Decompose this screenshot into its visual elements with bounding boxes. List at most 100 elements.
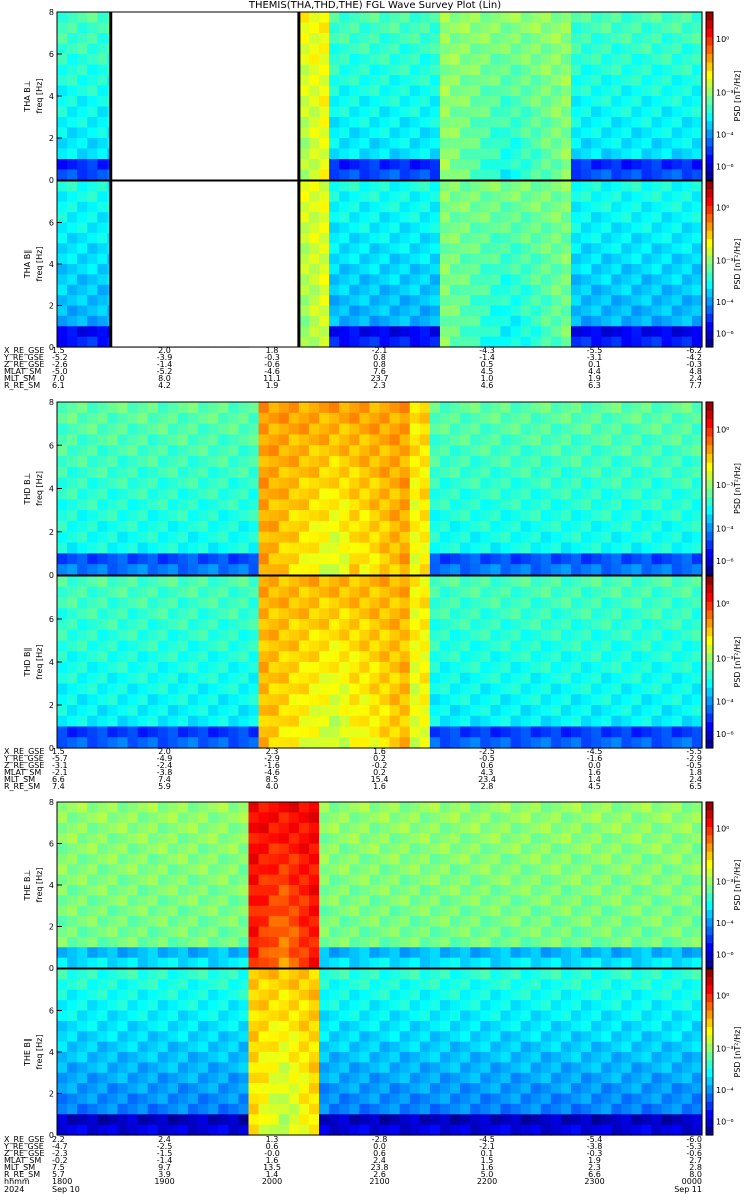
spectrogram-cell bbox=[278, 608, 290, 620]
spectrogram-cell bbox=[570, 54, 582, 66]
spectrogram-cell bbox=[691, 336, 703, 348]
spectrogram-cell bbox=[268, 895, 280, 907]
spectrogram-cell bbox=[641, 477, 653, 490]
spectrogram-cell bbox=[419, 905, 431, 917]
colorbar-segment bbox=[706, 419, 713, 429]
spectrogram-cell bbox=[691, 284, 703, 296]
spectrogram-cell bbox=[339, 715, 350, 728]
spectrogram-cell bbox=[107, 434, 119, 446]
spectrogram-cell bbox=[570, 43, 582, 55]
spectrogram-cell bbox=[228, 947, 240, 959]
spectrogram-cell bbox=[218, 694, 229, 706]
spectrogram-cell bbox=[298, 222, 310, 234]
spectrogram-cell bbox=[308, 597, 320, 609]
spectrogram-cell bbox=[359, 822, 371, 834]
spectrogram-cell bbox=[439, 222, 451, 234]
spectrogram-cell bbox=[530, 33, 542, 45]
spectrogram-cell bbox=[480, 822, 491, 834]
spectrogram-cell bbox=[530, 576, 542, 588]
spectrogram-cell bbox=[258, 542, 270, 554]
spectrogram-cell bbox=[308, 520, 320, 533]
spectrogram-cell bbox=[319, 864, 330, 876]
spectrogram-cell bbox=[218, 672, 229, 685]
spectrogram-cell bbox=[631, 576, 643, 588]
spectrogram-cell bbox=[591, 181, 602, 192]
spectrogram-cell bbox=[570, 412, 582, 425]
colorbar-segment bbox=[706, 540, 713, 550]
spectrogram-cell bbox=[399, 822, 411, 834]
spectrogram-cell bbox=[87, 576, 98, 588]
spectrogram-cell bbox=[419, 54, 431, 66]
spectrogram-cell bbox=[570, 181, 582, 192]
spectrogram-cell bbox=[429, 629, 441, 642]
spectrogram-cell bbox=[308, 822, 320, 834]
spectrogram-cell bbox=[137, 864, 149, 876]
spectrogram-cell bbox=[308, 12, 320, 24]
spectrogram-cell bbox=[77, 326, 88, 338]
spectrogram-cell bbox=[198, 822, 209, 834]
spectrogram-cell bbox=[218, 586, 229, 599]
spectrogram-cell bbox=[560, 305, 572, 317]
spectrogram-cell bbox=[117, 885, 129, 896]
spectrogram-cell bbox=[379, 169, 391, 181]
spectrogram-cell bbox=[631, 243, 643, 255]
spectrogram-cell bbox=[157, 936, 169, 948]
spectrogram-cell bbox=[208, 597, 219, 609]
spectrogram-cell bbox=[460, 295, 471, 307]
spectrogram-cell bbox=[198, 833, 209, 845]
spectrogram-cell bbox=[439, 305, 451, 317]
panel-label: THD B⊥ bbox=[23, 472, 32, 505]
spectrogram-cell bbox=[137, 520, 149, 533]
spectrogram-cell bbox=[379, 520, 391, 533]
spectrogram-cell bbox=[389, 705, 401, 717]
y-tick-label: 8 bbox=[49, 8, 54, 17]
spectrogram-cell bbox=[661, 510, 673, 522]
spectrogram-cell bbox=[278, 905, 290, 917]
spectrogram-cell bbox=[167, 553, 179, 565]
spectrogram-cell bbox=[329, 885, 340, 896]
spectrogram-cell bbox=[540, 564, 552, 576]
spectrogram-cell bbox=[500, 75, 512, 87]
spectrogram-cell bbox=[691, 402, 703, 414]
spectrogram-cell bbox=[389, 243, 401, 255]
spectrogram-cell bbox=[369, 12, 381, 24]
spectrogram-cell bbox=[329, 22, 340, 34]
spectrogram-cell bbox=[339, 843, 350, 855]
spectrogram-cell bbox=[268, 936, 280, 948]
spectrogram-cell bbox=[540, 542, 552, 554]
spectrogram-cell bbox=[167, 705, 179, 717]
spectrogram-cell bbox=[611, 284, 622, 296]
spectrogram-cell bbox=[389, 895, 401, 907]
spectrogram-cell bbox=[409, 12, 421, 24]
spectrogram-cell bbox=[298, 542, 310, 554]
spectrogram-cell bbox=[490, 586, 502, 599]
spectrogram-cell bbox=[691, 672, 703, 685]
spectrogram-cell bbox=[87, 885, 98, 896]
spectrogram-cell bbox=[339, 305, 350, 317]
spectrogram-cell bbox=[188, 499, 199, 511]
y-tick-label: 6 bbox=[49, 219, 54, 228]
spectrogram-cell bbox=[57, 445, 68, 457]
spectrogram-cell bbox=[298, 445, 310, 457]
spectrogram-cell bbox=[409, 683, 421, 695]
spectrogram-cell bbox=[520, 802, 532, 813]
spectrogram-cell bbox=[520, 510, 532, 522]
colorbar-segment bbox=[706, 230, 713, 240]
spectrogram-cell bbox=[127, 488, 139, 500]
spectrogram-cell bbox=[460, 127, 471, 139]
spectrogram-cell bbox=[359, 694, 371, 706]
spectrogram-cell bbox=[510, 488, 522, 500]
spectrogram-cell bbox=[77, 191, 88, 203]
spectrogram-cell bbox=[409, 169, 421, 181]
spectrogram-cell bbox=[248, 802, 260, 813]
spectrogram-cell bbox=[208, 705, 219, 717]
spectrogram-cell bbox=[97, 181, 108, 192]
spectrogram-cell bbox=[278, 812, 290, 824]
spectrogram-cell bbox=[77, 169, 88, 181]
colorbar-segment bbox=[706, 20, 713, 30]
spectrogram-cell bbox=[288, 423, 300, 436]
spectrogram-cell bbox=[651, 466, 663, 479]
spectrogram-cell bbox=[308, 564, 320, 576]
spectrogram-cell bbox=[581, 191, 592, 203]
spectrogram-cell bbox=[560, 191, 572, 203]
